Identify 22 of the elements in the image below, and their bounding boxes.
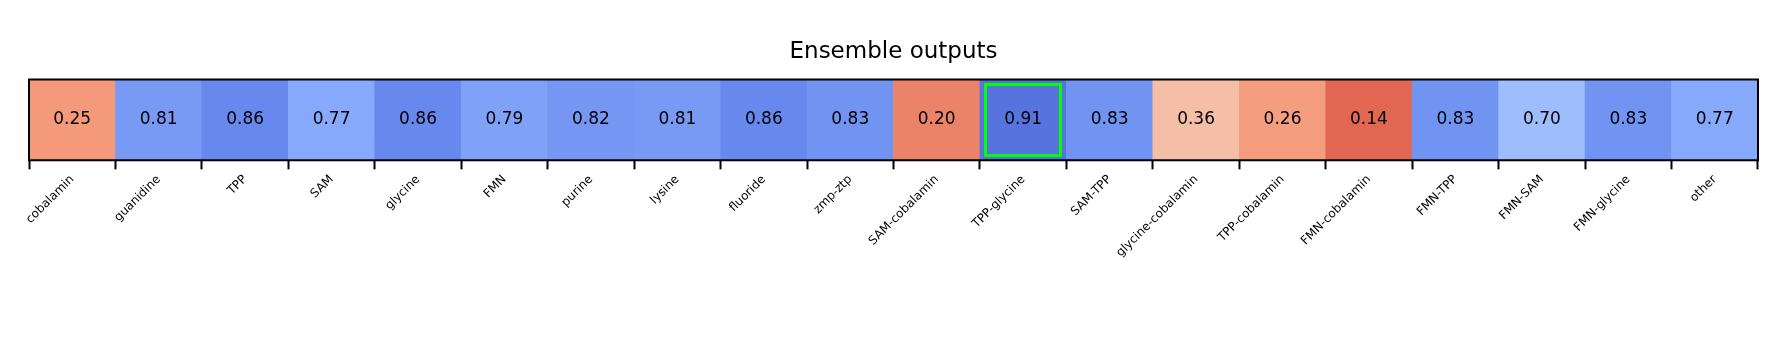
data-label: 0.79 (485, 108, 524, 129)
data-label: 0.86 (744, 108, 783, 129)
data-label: 0.83 (1436, 108, 1475, 129)
data-label: 0.77 (312, 108, 351, 129)
data-label: 0.83 (1609, 108, 1648, 129)
data-label: 0.82 (572, 108, 610, 129)
data-label: 0.83 (831, 108, 870, 129)
data-label: 0.14 (1350, 108, 1388, 129)
data-label: 0.81 (139, 108, 178, 129)
data-label: 0.25 (53, 108, 92, 129)
data-label: 0.83 (1090, 108, 1129, 129)
data-label: 0.91 (1004, 108, 1043, 129)
data-label: 0.36 (1177, 108, 1215, 129)
data-label: 0.77 (1695, 108, 1734, 129)
data-label: 0.86 (399, 108, 437, 129)
data-label: 0.26 (1263, 108, 1302, 129)
chart-title: Ensemble outputs (789, 36, 998, 63)
data-label: 0.70 (1522, 108, 1561, 129)
data-label: 0.81 (658, 108, 697, 129)
data-label: 0.86 (226, 108, 265, 129)
x-tick-label: TPP (223, 171, 250, 198)
data-label: 0.20 (917, 108, 956, 129)
